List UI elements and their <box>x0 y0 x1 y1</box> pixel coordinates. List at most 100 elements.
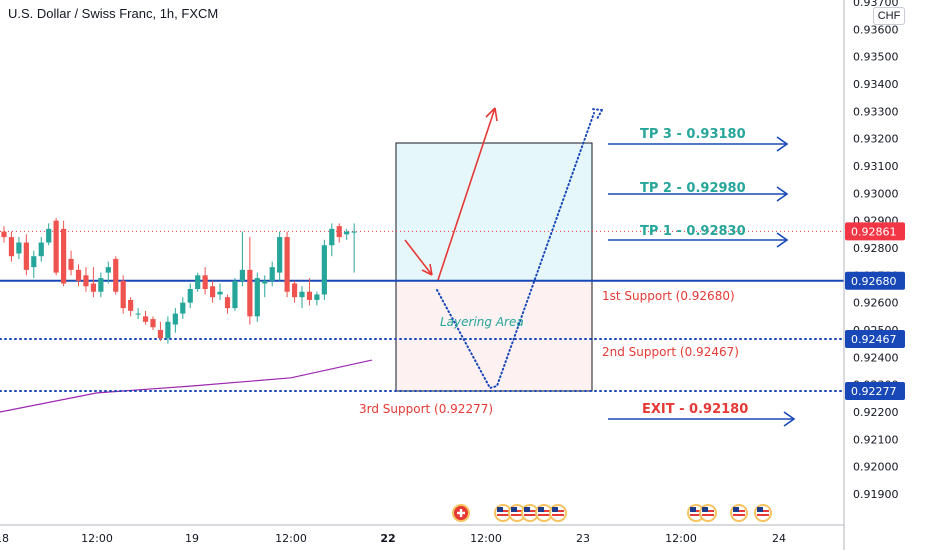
candle[interactable] <box>150 316 156 330</box>
candle[interactable] <box>105 261 111 284</box>
candle[interactable] <box>254 272 260 322</box>
candle-body <box>224 297 231 309</box>
candle[interactable] <box>46 223 52 246</box>
us-event-icon[interactable] <box>508 504 526 522</box>
x-tick-label: 19 <box>185 532 199 545</box>
flag-stripe <box>552 514 564 516</box>
level-price-badge: 0.92467 <box>845 330 905 349</box>
candle[interactable] <box>217 283 223 300</box>
candle[interactable] <box>142 310 149 325</box>
candle[interactable] <box>1 226 7 243</box>
swiss-event-icon[interactable] <box>452 504 470 522</box>
candle[interactable] <box>68 250 74 276</box>
candle[interactable] <box>277 231 283 281</box>
candle-body <box>232 280 238 309</box>
candle[interactable] <box>83 267 89 292</box>
candle[interactable] <box>321 239 327 300</box>
flag-canton <box>757 507 763 512</box>
candle[interactable] <box>16 237 22 259</box>
us-event-icon[interactable] <box>699 504 717 522</box>
candle-body <box>23 242 29 270</box>
candle[interactable] <box>351 223 357 273</box>
flag-canton <box>690 507 696 512</box>
candle-body <box>31 256 37 268</box>
flag-canton <box>702 507 708 512</box>
us-event-icon[interactable] <box>494 504 512 522</box>
red-arrow-up-head <box>485 107 498 122</box>
candle-body <box>46 228 52 243</box>
candle[interactable] <box>157 321 164 341</box>
tp2-arrow-head <box>776 186 789 202</box>
y-tick-label: 0.92600 <box>853 297 899 310</box>
candle-body <box>291 283 298 298</box>
y-tick-label: 0.93200 <box>853 133 899 146</box>
candle[interactable] <box>128 297 134 317</box>
candle[interactable] <box>172 308 178 333</box>
level-lines <box>0 230 845 392</box>
candle[interactable] <box>306 278 313 306</box>
candle[interactable] <box>291 280 298 303</box>
candle[interactable] <box>239 231 245 287</box>
candle[interactable] <box>314 291 320 306</box>
flag-stripe <box>538 514 550 516</box>
flag-canton <box>538 507 544 512</box>
us-event-icon[interactable] <box>754 504 772 522</box>
candle[interactable] <box>269 261 275 287</box>
flag-stripe <box>757 514 769 516</box>
candle[interactable] <box>23 234 29 276</box>
take-profit-zone <box>395 142 593 282</box>
candle-body <box>1 231 7 238</box>
candle-body <box>306 291 313 300</box>
candle-body <box>8 237 15 257</box>
candle[interactable] <box>336 223 342 243</box>
currency-badge[interactable]: CHF <box>873 7 905 25</box>
flag-stripe <box>733 514 745 516</box>
candle[interactable] <box>329 223 335 257</box>
us-event-icon[interactable] <box>521 504 539 522</box>
y-tick-label: 0.93400 <box>853 78 899 91</box>
x-tick-label: 12:00 <box>81 532 113 545</box>
candle[interactable] <box>247 237 253 325</box>
candle-body <box>210 286 216 298</box>
candle[interactable] <box>344 228 350 240</box>
candle[interactable] <box>53 217 59 276</box>
candle[interactable] <box>187 283 193 309</box>
candle[interactable] <box>299 286 305 309</box>
candle[interactable] <box>224 294 231 314</box>
candle[interactable] <box>90 267 96 298</box>
candle[interactable] <box>165 316 171 344</box>
y-tick-label: 0.92200 <box>853 406 899 419</box>
candle-body <box>269 267 275 281</box>
candle[interactable] <box>75 264 82 287</box>
us-event-icon[interactable] <box>535 504 553 522</box>
candle[interactable] <box>120 275 126 314</box>
candle-body <box>172 313 178 325</box>
candle[interactable] <box>232 278 238 311</box>
candle[interactable] <box>98 272 104 298</box>
candle[interactable] <box>210 280 216 303</box>
candle[interactable] <box>195 272 201 292</box>
support2-label: 2nd Support (0.92467) <box>602 345 739 359</box>
tp3-arrow-head <box>776 136 789 152</box>
event-icons <box>452 504 772 522</box>
candle-body <box>98 278 104 292</box>
candle[interactable] <box>284 231 290 298</box>
price-badge-bg <box>845 381 905 400</box>
layering-area-label: Layering Area <box>440 315 524 329</box>
us-event-icon[interactable] <box>730 504 748 522</box>
candle[interactable] <box>202 267 208 295</box>
candle[interactable] <box>38 237 44 262</box>
candle[interactable] <box>113 256 119 295</box>
candle[interactable] <box>135 308 141 320</box>
candle[interactable] <box>180 297 186 320</box>
red-arrow-up-line <box>437 107 496 281</box>
candle-body <box>53 220 59 273</box>
candle[interactable] <box>61 220 67 287</box>
candle-body <box>90 283 96 292</box>
x-tick-label: 12:00 <box>665 532 697 545</box>
candle[interactable] <box>31 250 37 279</box>
us-event-icon[interactable] <box>549 504 567 522</box>
candle[interactable] <box>8 231 15 262</box>
candle[interactable] <box>262 275 268 298</box>
